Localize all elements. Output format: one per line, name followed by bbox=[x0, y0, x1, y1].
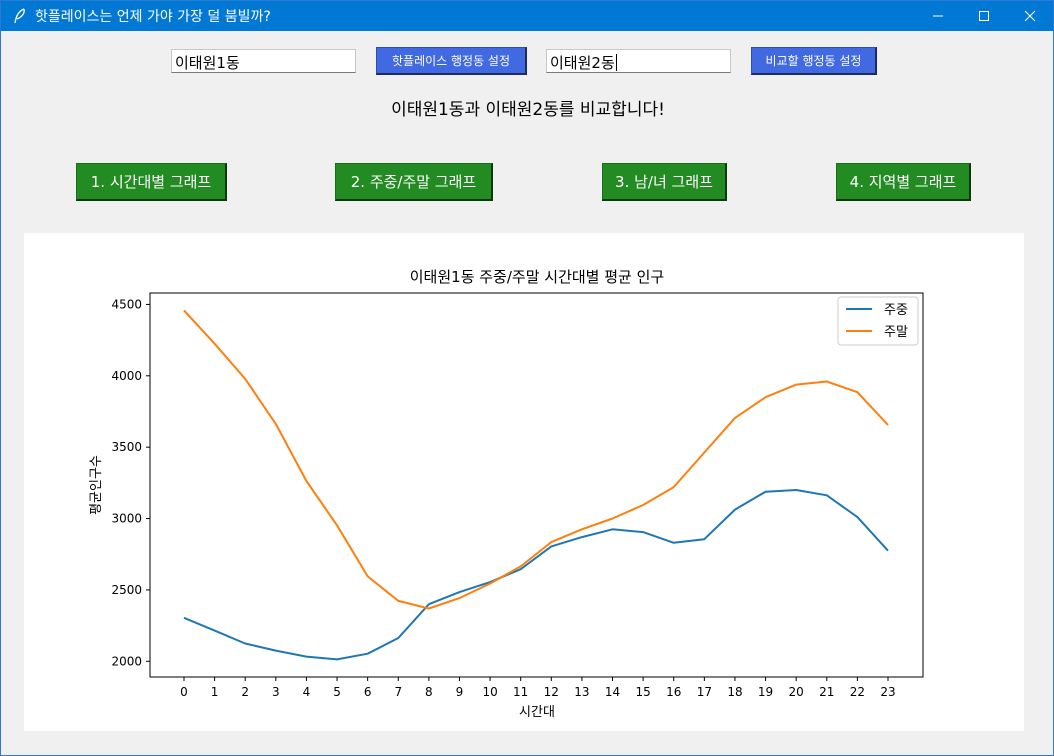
hourly-graph-button[interactable]: 1. 시간대별 그래프 bbox=[76, 163, 227, 201]
maximize-icon bbox=[979, 11, 989, 21]
y-tick-label: 4500 bbox=[111, 297, 142, 311]
x-tick-label: 4 bbox=[303, 685, 311, 699]
legend-label: 주중 bbox=[884, 303, 908, 318]
x-tick-label: 19 bbox=[758, 685, 773, 699]
window-title: 핫플레이스는 언제 가야 가장 덜 붐빌까? bbox=[35, 9, 271, 25]
x-tick-label: 14 bbox=[605, 685, 620, 699]
x-tick-label: 16 bbox=[666, 685, 681, 699]
x-tick-label: 22 bbox=[850, 685, 865, 699]
chart-title: 이태원1동 주중/주말 시간대별 평균 인구 bbox=[410, 268, 664, 286]
x-tick-label: 11 bbox=[513, 685, 528, 699]
plot-area bbox=[149, 292, 924, 678]
region-graph-button[interactable]: 4. 지역별 그래프 bbox=[836, 163, 971, 201]
title-bar: 핫플레이스는 언제 가야 가장 덜 붐빌까? bbox=[1, 1, 1053, 31]
feather-icon bbox=[11, 7, 29, 25]
y-tick-label: 4000 bbox=[111, 369, 142, 383]
x-tick-label: 9 bbox=[456, 685, 464, 699]
line-chart: 이태원1동 주중/주말 시간대별 평균 인구 0 1 2 3 4 5 6 7 8 9 10 11 12 1… bbox=[89, 268, 924, 720]
x-tick-label: 17 bbox=[697, 685, 712, 699]
series-line-weekend bbox=[183, 309, 889, 610]
x-tick-label: 2 bbox=[241, 685, 249, 699]
close-icon bbox=[1024, 10, 1036, 22]
x-tick-label: 7 bbox=[394, 685, 402, 699]
y-axis: 2000 2500 3000 3500 4000 4500 bbox=[111, 297, 150, 668]
minimize-icon bbox=[933, 15, 943, 17]
hotplace-input[interactable]: 이태원1동 bbox=[171, 49, 356, 73]
y-axis-label: 평균인구수 bbox=[89, 455, 104, 515]
x-tick-label: 13 bbox=[574, 685, 589, 699]
window-controls bbox=[915, 1, 1053, 31]
x-tick-label: 10 bbox=[482, 685, 497, 699]
x-tick-label: 20 bbox=[789, 685, 804, 699]
x-tick-label: 3 bbox=[272, 685, 280, 699]
x-tick-label: 1 bbox=[211, 685, 219, 699]
text-caret bbox=[615, 54, 617, 71]
gender-graph-button[interactable]: 3. 남/녀 그래프 bbox=[602, 163, 727, 201]
x-tick-label: 0 bbox=[180, 685, 188, 699]
series-line-weekday bbox=[183, 489, 889, 661]
x-axis-label: 시간대 bbox=[519, 705, 555, 720]
hotplace-input-value: 이태원1동 bbox=[175, 54, 240, 72]
maximize-button[interactable] bbox=[961, 1, 1007, 31]
y-tick-label: 2500 bbox=[111, 583, 142, 597]
compare-input-value: 이태원2동 bbox=[550, 54, 615, 72]
compare-input[interactable]: 이태원2동 bbox=[546, 49, 731, 73]
x-tick-label: 5 bbox=[333, 685, 341, 699]
x-tick-label: 21 bbox=[819, 685, 834, 699]
set-compare-button[interactable]: 비교할 행정동 설정 bbox=[751, 47, 877, 75]
x-axis: 0 1 2 3 4 5 6 7 8 9 10 11 12 13 14 15 16 17 18 19 20 21 22 23 bbox=[180, 677, 896, 699]
x-tick-label: 6 bbox=[364, 685, 372, 699]
compare-status-label: 이태원1동과 이태원2동를 비교합니다! bbox=[391, 100, 665, 120]
y-tick-label: 2000 bbox=[111, 654, 142, 668]
y-tick-label: 3500 bbox=[111, 440, 142, 454]
x-tick-label: 15 bbox=[635, 685, 650, 699]
weekday-weekend-graph-button[interactable]: 2. 주중/주말 그래프 bbox=[335, 163, 493, 201]
y-tick-label: 3000 bbox=[111, 512, 142, 526]
x-tick-label: 23 bbox=[880, 685, 895, 699]
x-tick-label: 8 bbox=[425, 685, 433, 699]
set-hotplace-button[interactable]: 핫플레이스 행정동 설정 bbox=[376, 47, 527, 75]
chart-panel: 이태원1동 주중/주말 시간대별 평균 인구 0 1 2 3 4 5 6 7 8 9 10 11 12 1… bbox=[24, 233, 1024, 731]
x-tick-label: 18 bbox=[727, 685, 742, 699]
minimize-button[interactable] bbox=[915, 1, 961, 31]
legend-label: 주말 bbox=[884, 325, 908, 340]
series-lines bbox=[183, 309, 889, 661]
x-tick-label: 12 bbox=[544, 685, 559, 699]
close-button[interactable] bbox=[1007, 1, 1053, 31]
